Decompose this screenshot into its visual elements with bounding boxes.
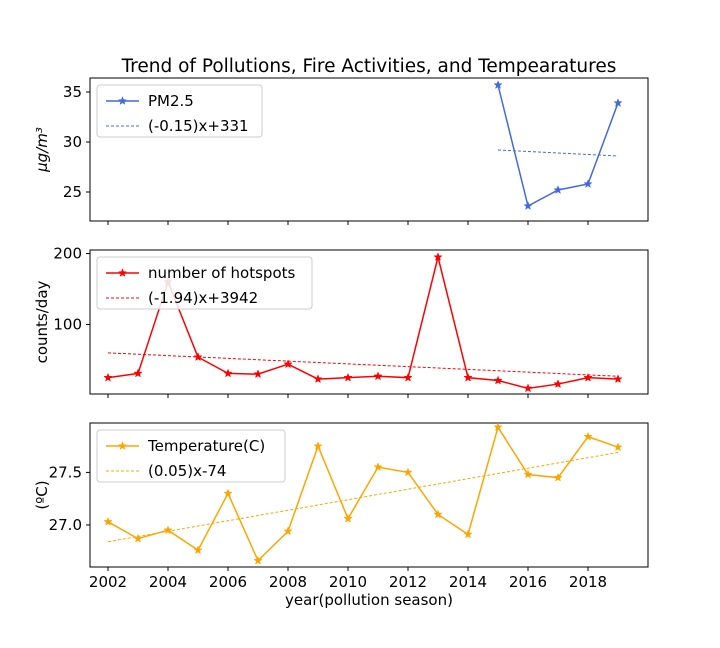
pm25-legend: PM2.5 (-0.15)x+331 xyxy=(96,84,263,138)
pm25-axes-frame xyxy=(89,77,649,222)
x-tick-label: 2010 xyxy=(329,573,367,591)
hotspots-data-point xyxy=(613,374,623,384)
chart-title: Trend of Pollutions, Fire Activities, an… xyxy=(121,56,617,77)
pm25-legend-box xyxy=(96,84,263,138)
temperature-legend: Temperature(C) (0.05)x-74 xyxy=(96,429,286,483)
hotspots-data-point xyxy=(553,379,563,389)
temperature-axes-frame xyxy=(89,422,649,568)
hotspots-y-tick-label: 100 xyxy=(53,315,82,333)
pm25-data-point xyxy=(553,185,563,194)
pm25-data-point xyxy=(523,201,533,210)
hotspots-series-line xyxy=(107,256,619,390)
x-tick-label: 2014 xyxy=(449,573,487,591)
hotspots-data-point xyxy=(283,359,293,369)
temperature-data-point xyxy=(343,513,353,523)
hotspots-data-point xyxy=(373,371,383,381)
x-axis-label: year(pollution season) xyxy=(285,591,453,609)
hotspots-data-point xyxy=(103,372,113,382)
temperature-data-point xyxy=(613,442,623,452)
pm25-panel: 25 30 35 μg/m³ PM2.5 (-0.15)x+331 xyxy=(33,77,649,225)
temperature-legend-marker xyxy=(117,441,128,450)
x-tick-label: 2018 xyxy=(569,573,607,591)
pm25-trend-line xyxy=(497,149,619,157)
temperature-panel: 27.0 27.5 2002 2004 2006 2008 2010 2012 2014 2016… xyxy=(33,422,649,591)
hotspots-plot-area xyxy=(103,252,623,393)
hotspots-trend-line xyxy=(107,352,619,377)
temperature-data-point xyxy=(583,431,593,441)
temperature-data-point xyxy=(493,423,503,432)
temperature-data-point xyxy=(463,529,473,539)
hotspots-y-tick-label: 200 xyxy=(53,245,82,263)
x-tick-label: 2012 xyxy=(389,573,427,591)
x-tick-label: 2006 xyxy=(209,573,247,591)
temperature-legend-box xyxy=(96,429,286,483)
x-tick-label: 2008 xyxy=(269,573,307,591)
temperature-data-point xyxy=(433,509,443,519)
hotspots-legend-box xyxy=(96,256,313,310)
hotspots-data-point xyxy=(133,368,143,378)
pm25-y-tick-label: 25 xyxy=(63,183,82,201)
pm25-data-point xyxy=(493,80,503,89)
hotspots-data-point xyxy=(493,375,503,385)
temperature-data-point xyxy=(313,441,323,451)
temperature-data-point xyxy=(523,469,533,479)
pm25-data-point xyxy=(613,98,623,107)
temperature-y-axis-label: (ºC) xyxy=(33,480,51,509)
hotspots-data-point xyxy=(313,374,323,384)
temperature-y-tick-label: 27.5 xyxy=(49,463,82,481)
hotspots-data-point xyxy=(433,252,443,262)
temperature-data-point xyxy=(373,462,383,472)
temperature-series-line xyxy=(107,425,619,562)
hotspots-legend-marker xyxy=(117,268,128,277)
pm25-plot-area xyxy=(493,80,623,210)
hotspots-y-axis-label: counts/day xyxy=(33,280,51,363)
hotspots-data-point xyxy=(523,383,533,393)
hotspots-data-point xyxy=(403,372,413,382)
temperature-data-point xyxy=(103,516,113,526)
pm25-legend-label: (-0.15)x+331 xyxy=(148,117,249,135)
hotspots-data-point xyxy=(583,372,593,382)
temperature-data-point xyxy=(193,545,203,555)
temperature-trend-line xyxy=(107,451,619,543)
temperature-legend-label: Temperature(C) xyxy=(147,437,265,455)
x-tick-label: 2016 xyxy=(509,573,547,591)
temperature-data-point xyxy=(163,525,173,535)
x-tick-label: 2004 xyxy=(149,573,187,591)
hotspots-data-point xyxy=(253,369,263,379)
pm25-y-axis-label: μg/m³ xyxy=(33,127,51,173)
temperature-data-point xyxy=(223,488,233,498)
temperature-data-point xyxy=(403,467,413,477)
pm25-legend-marker xyxy=(117,96,128,105)
temperature-y-tick-label: 27.0 xyxy=(49,516,82,534)
hotspots-data-point xyxy=(223,368,233,378)
hotspots-axes-frame xyxy=(89,249,649,395)
pm25-data-point xyxy=(583,179,593,188)
hotspots-data-point xyxy=(463,372,473,382)
x-tick-label: 2002 xyxy=(89,573,127,591)
temperature-data-point xyxy=(253,555,263,565)
temperature-plot-area xyxy=(103,423,623,565)
hotspots-legend: number of hotspots (-1.94)x+3942 xyxy=(96,256,313,310)
temperature-data-point xyxy=(133,533,143,543)
temperature-legend-label: (0.05)x-74 xyxy=(148,462,226,480)
hotspots-legend-label: (-1.94)x+3942 xyxy=(148,289,258,307)
pm25-y-tick-label: 35 xyxy=(63,83,82,101)
temperature-data-point xyxy=(283,526,293,536)
hotspots-legend-label: number of hotspots xyxy=(148,264,295,282)
pm25-y-tick-label: 30 xyxy=(63,133,82,151)
temperature-data-point xyxy=(553,472,563,482)
pm25-legend-label: PM2.5 xyxy=(148,92,194,110)
hotspots-data-point xyxy=(343,372,353,382)
